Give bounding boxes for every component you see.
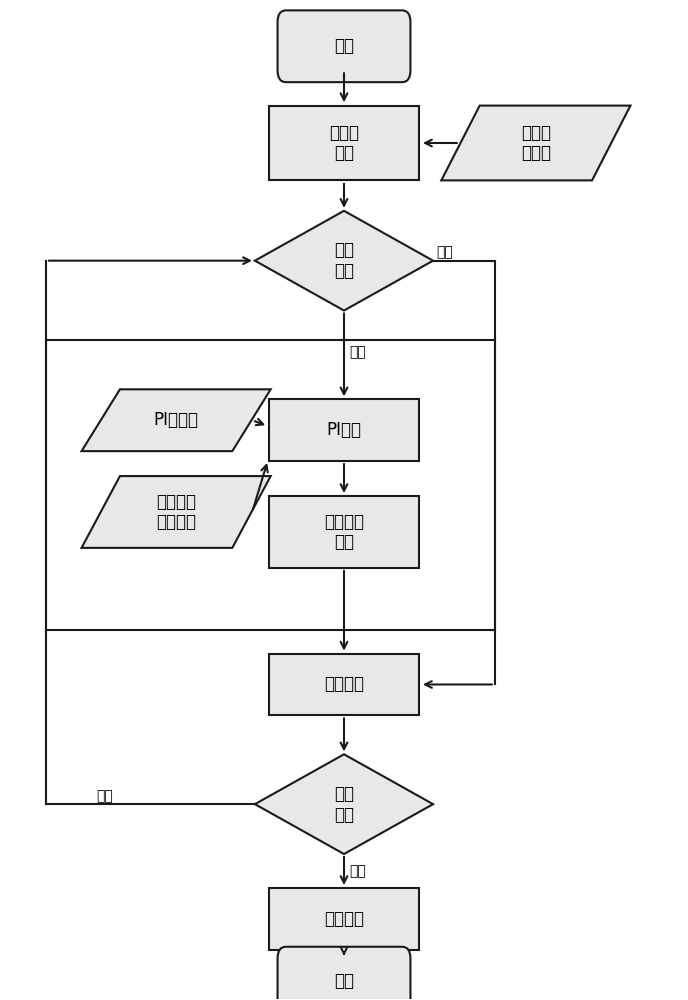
Bar: [268, 888, 420, 950]
Text: 控制信号
输出: 控制信号 输出: [324, 513, 364, 551]
Bar: [46, 340, 495, 630]
Text: 工作
状态: 工作 状态: [334, 785, 354, 824]
Text: 工作: 工作: [96, 789, 113, 803]
Polygon shape: [82, 476, 270, 548]
Text: PI设定值: PI设定值: [153, 411, 199, 429]
Bar: [268, 496, 420, 568]
Bar: [268, 399, 420, 461]
Text: PI校正: PI校正: [327, 421, 361, 439]
FancyBboxPatch shape: [277, 10, 411, 82]
Text: 关机: 关机: [350, 864, 366, 878]
Bar: [268, 106, 420, 180]
Polygon shape: [255, 211, 433, 311]
Polygon shape: [255, 754, 433, 854]
Text: 预处理的
采集信号: 预处理的 采集信号: [156, 493, 196, 531]
Text: 待机: 待机: [436, 246, 453, 260]
Polygon shape: [441, 106, 630, 180]
Bar: [268, 654, 420, 715]
Text: 开始: 开始: [334, 37, 354, 55]
Text: 预置控
制初值: 预置控 制初值: [521, 124, 551, 162]
Polygon shape: [82, 389, 270, 451]
Text: 结束: 结束: [334, 972, 354, 990]
Text: 系统软
启动: 系统软 启动: [329, 124, 359, 162]
Text: 工作
状态: 工作 状态: [334, 241, 354, 280]
FancyBboxPatch shape: [277, 947, 411, 1000]
Text: 切断回路: 切断回路: [324, 910, 364, 928]
Text: 待机状态: 待机状态: [324, 675, 364, 693]
Text: 工作: 工作: [350, 345, 366, 359]
